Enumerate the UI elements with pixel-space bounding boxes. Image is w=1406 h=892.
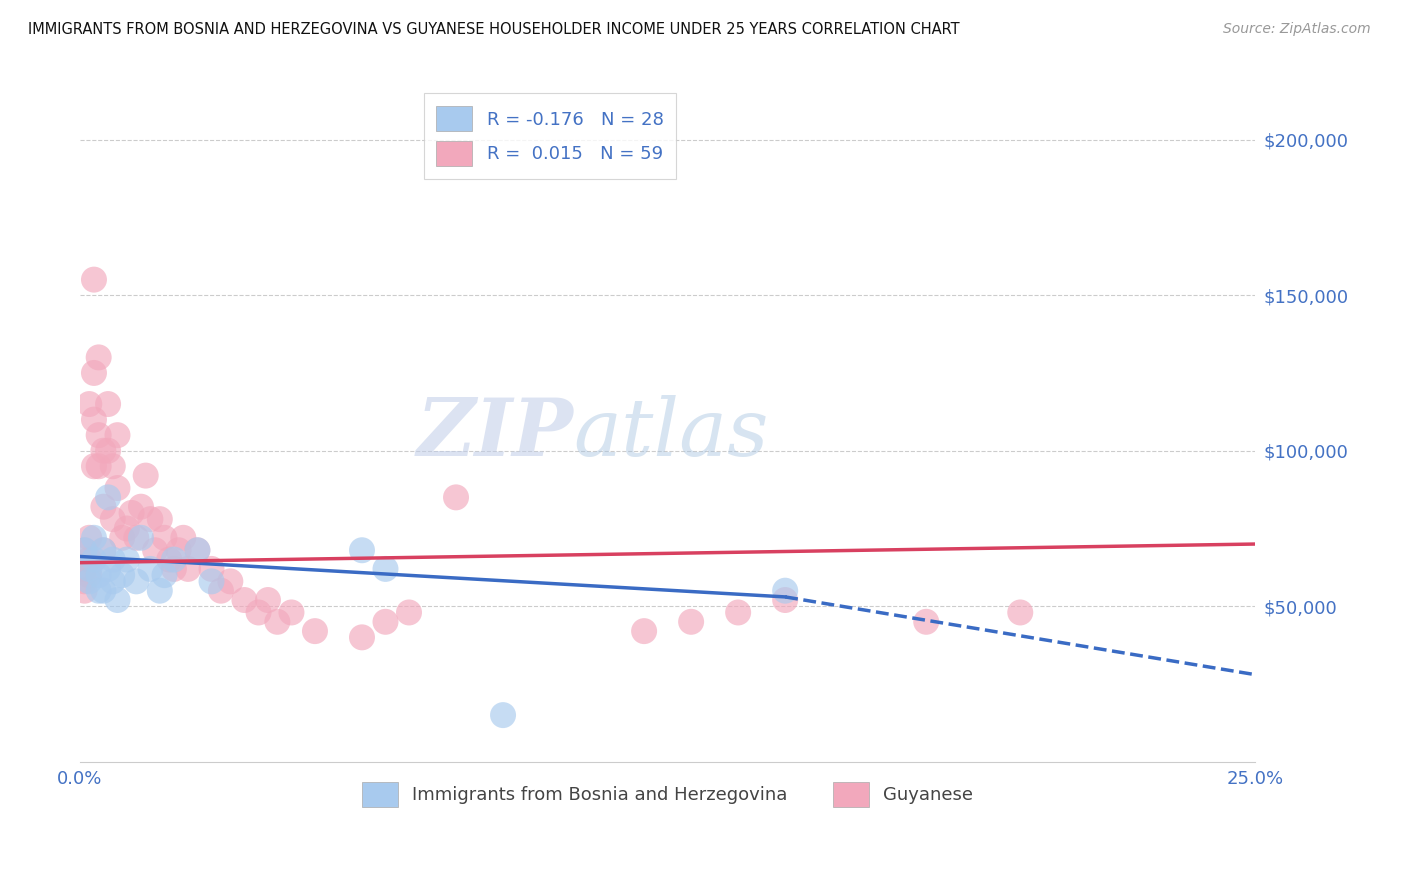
Point (77, 568, 100, 582)
Point (200, 562, 222, 576)
Point (93, 443, 115, 458)
Point (149, 512, 172, 526)
Point (247, 606, 270, 620)
Point (135, 468, 157, 483)
Point (149, 583, 172, 598)
Point (153, 568, 176, 582)
Point (115, 521, 138, 535)
Point (444, 491, 467, 505)
Point (87, 428, 110, 442)
Legend: Immigrants from Bosnia and Herzegovina, Guyanese: Immigrants from Bosnia and Herzegovina, … (354, 774, 980, 814)
Point (157, 552, 180, 566)
Point (773, 583, 796, 598)
Point (177, 562, 200, 576)
Point (97, 562, 120, 576)
Point (101, 552, 124, 566)
Point (107, 593, 129, 607)
Point (83, 552, 105, 566)
Point (1010, 606, 1032, 620)
Point (73, 583, 96, 598)
Point (87, 459, 110, 474)
Point (77, 562, 100, 576)
Text: IMMIGRANTS FROM BOSNIA AND HERZEGOVINA VS GUYANESE HOUSEHOLDER INCOME UNDER 25 Y: IMMIGRANTS FROM BOSNIA AND HERZEGOVINA V… (28, 22, 960, 37)
Point (77, 574, 100, 589)
Point (73, 543, 96, 558)
Point (125, 574, 148, 589)
Point (107, 428, 129, 442)
Point (139, 512, 162, 526)
Point (73, 543, 96, 558)
Point (125, 531, 148, 545)
Point (167, 543, 190, 558)
Point (83, 531, 105, 545)
Point (73, 574, 96, 589)
Point (129, 531, 152, 545)
Point (773, 593, 796, 607)
Point (633, 624, 655, 639)
Point (280, 606, 302, 620)
Point (97, 443, 120, 458)
Point (93, 543, 115, 558)
Point (186, 543, 208, 558)
Point (257, 593, 280, 607)
Point (727, 606, 749, 620)
Point (101, 574, 124, 589)
Point (121, 506, 143, 520)
Point (209, 583, 232, 598)
Point (374, 562, 396, 576)
Point (83, 366, 105, 380)
Point (101, 512, 124, 526)
Text: atlas: atlas (574, 394, 769, 472)
Point (163, 552, 186, 566)
Point (93, 543, 115, 558)
Point (83, 412, 105, 426)
Point (172, 531, 194, 545)
Point (219, 574, 242, 589)
Point (107, 481, 129, 495)
Point (163, 562, 186, 576)
Point (200, 574, 222, 589)
Point (87, 583, 110, 598)
Point (111, 568, 134, 582)
Point (93, 583, 115, 598)
Point (374, 615, 396, 629)
Point (915, 615, 938, 629)
Point (492, 708, 515, 723)
Point (77, 531, 100, 545)
Text: ZIP: ZIP (416, 394, 574, 472)
Point (350, 631, 373, 645)
Point (97, 397, 120, 411)
Point (186, 543, 208, 558)
Point (129, 500, 152, 514)
Point (93, 500, 115, 514)
Point (153, 531, 176, 545)
Text: Source: ZipAtlas.com: Source: ZipAtlas.com (1223, 22, 1371, 37)
Point (77, 552, 100, 566)
Point (87, 568, 110, 582)
Point (143, 543, 166, 558)
Point (266, 615, 288, 629)
Point (350, 543, 373, 558)
Point (83, 459, 105, 474)
Point (115, 552, 138, 566)
Point (83, 272, 105, 286)
Point (681, 615, 703, 629)
Point (139, 562, 162, 576)
Point (87, 351, 110, 365)
Point (73, 562, 96, 576)
Point (233, 593, 256, 607)
Point (77, 397, 100, 411)
Point (101, 459, 124, 474)
Point (304, 624, 326, 639)
Point (398, 606, 420, 620)
Point (111, 531, 134, 545)
Point (97, 491, 120, 505)
